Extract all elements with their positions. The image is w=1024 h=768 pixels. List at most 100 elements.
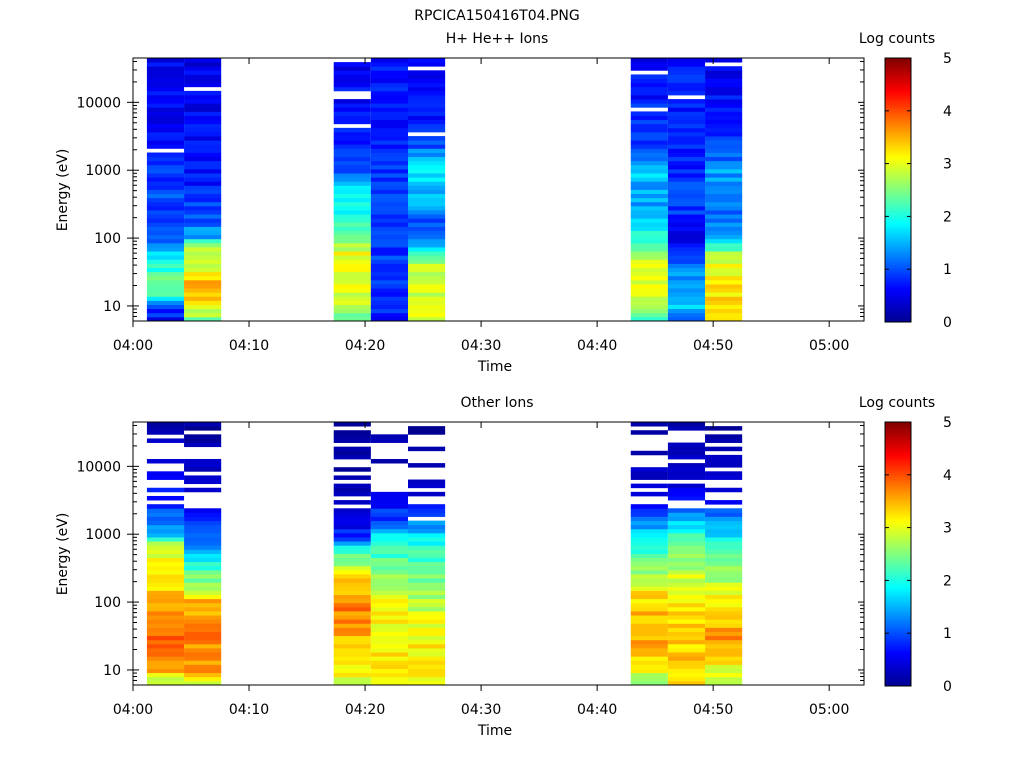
colorbar-step: [885, 580, 911, 584]
spectrogram-cell: [146, 247, 185, 252]
colorbar: 0 1 2 3 4 5: [884, 415, 952, 695]
spectrogram-cell: [370, 672, 408, 678]
spectrogram-cell: [705, 119, 743, 125]
colorbar-step: [885, 602, 911, 606]
spectrogram-column: [146, 58, 185, 322]
spectrogram-cell: [408, 62, 446, 67]
spectrogram-cell: [370, 255, 408, 260]
spectrogram-cell: [667, 275, 706, 281]
spectrogram-cell: [408, 615, 446, 620]
spectrogram-cell: [333, 275, 371, 281]
spectrogram-cell: [667, 164, 706, 170]
spectrogram-cell: [146, 177, 185, 182]
colorbar-step: [885, 137, 911, 140]
spectrogram-cell: [630, 177, 668, 182]
spectrogram-cell: [333, 500, 371, 505]
colorbar-step: [885, 275, 911, 279]
spectrogram-cell: [705, 230, 743, 236]
spectrogram-cell: [333, 78, 371, 84]
spectrogram-cell: [630, 652, 668, 657]
spectrogram-cell: [370, 635, 408, 641]
colorbar-step: [885, 620, 911, 623]
spectrogram-cell: [408, 508, 446, 513]
spectrogram-cell: [146, 541, 185, 546]
spectrogram-cell: [408, 144, 446, 149]
spectrogram-cell: [333, 251, 371, 256]
spectrogram-cell: [184, 119, 222, 125]
spectrogram-cell: [184, 623, 222, 628]
spectrogram-cell: [333, 512, 371, 517]
spectrogram-cell: [370, 561, 408, 567]
colorbar-step: [885, 198, 911, 202]
spectrogram-cell: [333, 70, 371, 75]
spectrogram-cell: [705, 557, 743, 563]
spectrogram-cell: [146, 115, 185, 121]
y-tick-label: 10000: [76, 459, 121, 475]
colorbar-step: [885, 62, 911, 66]
spectrogram-cell: [408, 304, 446, 310]
spectrogram-cell: [408, 115, 446, 121]
spectrogram-cell: [705, 242, 743, 248]
spectrogram-cell: [408, 86, 446, 92]
spectrogram-cell: [705, 164, 743, 170]
y-axis-label: Energy (eV): [55, 149, 71, 232]
spectrogram-cell: [370, 90, 408, 96]
spectrogram-cell: [408, 230, 446, 236]
colorbar-step: [885, 534, 911, 537]
spectrogram-cell: [184, 275, 222, 281]
spectrogram-cell: [370, 680, 408, 686]
spectrogram-cell: [630, 62, 668, 67]
spectrogram-cell: [408, 160, 446, 166]
spectrogram-cell: [408, 463, 446, 468]
spectrogram-cell: [146, 218, 185, 223]
spectrogram-cell: [667, 70, 706, 75]
colorbar-step: [885, 657, 911, 661]
spectrogram-cell: [370, 676, 408, 682]
spectrogram-cell: [705, 643, 743, 649]
spectrogram-cell: [705, 606, 743, 612]
colorbar-step: [885, 549, 911, 553]
spectrogram-cell: [333, 226, 371, 231]
spectrogram-cell: [667, 279, 706, 285]
spectrogram-cell: [146, 578, 185, 583]
spectrogram-cell: [184, 168, 222, 174]
colorbar-step: [885, 494, 911, 498]
colorbar-step: [885, 165, 911, 169]
spectrogram-cell: [408, 222, 446, 227]
colorbar-step: [885, 174, 911, 178]
spectrogram-cell: [705, 664, 743, 669]
spectrogram-cell: [630, 247, 668, 252]
spectrogram-cell: [408, 561, 446, 567]
colorbar-step: [885, 157, 911, 160]
colorbar-tick-label: 5: [943, 415, 952, 431]
spectrogram-cell: [146, 58, 185, 63]
colorbar-step: [885, 300, 911, 303]
spectrogram-column: [705, 58, 743, 322]
spectrogram-cell: [370, 569, 408, 575]
spectrogram-cell: [667, 214, 706, 219]
colorbar-step: [885, 132, 911, 136]
spectrogram-column: [667, 58, 706, 322]
colorbar-step: [885, 565, 911, 568]
colorbar-step: [885, 223, 911, 226]
spectrogram-cell: [370, 292, 408, 297]
spectrogram-cell: [146, 210, 185, 215]
spectrogram-cell: [333, 230, 371, 236]
spectrogram-cell: [184, 181, 222, 186]
spectrogram-cell: [705, 463, 743, 468]
colorbar-step: [885, 115, 911, 118]
spectrogram-cell: [146, 648, 185, 653]
spectrogram-cell: [146, 426, 185, 431]
spectrogram-cell: [184, 561, 222, 567]
spectrogram-cell: [705, 131, 743, 137]
spectrogram-cell: [146, 422, 185, 427]
colorbar-step: [885, 168, 911, 171]
colorbar-step: [885, 163, 911, 167]
spectrogram-cell: [667, 594, 706, 600]
spectrogram-cell: [667, 541, 706, 546]
colorbar-step: [885, 128, 911, 132]
spectrogram-cell: [370, 434, 408, 439]
spectrogram-cell: [408, 528, 446, 534]
spectrogram-cell: [630, 168, 668, 174]
colorbar-step: [885, 485, 911, 489]
